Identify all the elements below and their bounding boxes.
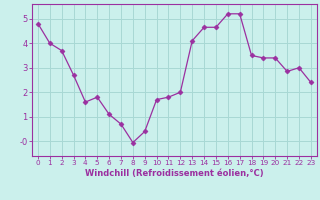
X-axis label: Windchill (Refroidissement éolien,°C): Windchill (Refroidissement éolien,°C) [85, 169, 264, 178]
